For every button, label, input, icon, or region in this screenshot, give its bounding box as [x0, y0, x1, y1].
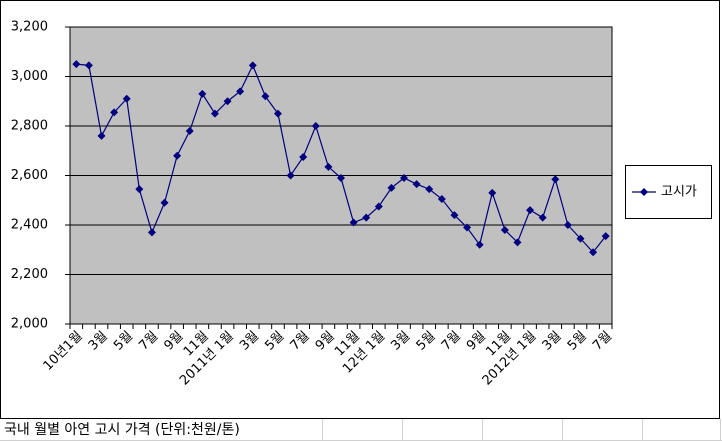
- point: [160, 198, 169, 207]
- point: [400, 173, 409, 182]
- point: [84, 61, 93, 70]
- point: [500, 225, 509, 234]
- point: [97, 131, 106, 140]
- y-tick-label: 3,000: [11, 69, 48, 84]
- point: [198, 89, 207, 98]
- y-tick-label: 2,800: [11, 119, 48, 134]
- point: [311, 122, 320, 130]
- point: [601, 232, 610, 241]
- point: [110, 108, 119, 117]
- y-tick-label: 2,000: [11, 317, 48, 332]
- point: [425, 185, 434, 194]
- point: [362, 213, 371, 222]
- caption: 국내 월별 아연 고시 가격 (단위:천원/톤): [4, 422, 240, 438]
- plot-border: [69, 26, 613, 325]
- y-tick-label: 3,200: [11, 20, 48, 35]
- point: [236, 87, 245, 96]
- point: [513, 238, 522, 247]
- y-tick-label: 2,600: [11, 168, 48, 183]
- point: [387, 183, 396, 192]
- point: [450, 211, 459, 220]
- legend-label: 고시가: [661, 185, 697, 200]
- point: [223, 97, 232, 106]
- point: [412, 180, 421, 189]
- point: [589, 248, 598, 257]
- point: [475, 240, 484, 249]
- point: [299, 152, 308, 161]
- point: [122, 94, 131, 103]
- point: [576, 234, 585, 243]
- point: [210, 109, 219, 118]
- point: [324, 162, 333, 171]
- point: [135, 185, 144, 194]
- y-tick-label: 2,200: [11, 267, 48, 282]
- point: [286, 171, 295, 180]
- point: [185, 126, 194, 135]
- point: [488, 188, 497, 197]
- point: [248, 61, 257, 70]
- point: [147, 228, 156, 237]
- legend-marker: [640, 188, 648, 196]
- point: [72, 60, 81, 69]
- point: [349, 218, 358, 227]
- point: [551, 175, 560, 184]
- point: [337, 173, 345, 182]
- point: [563, 221, 572, 229]
- point: [526, 206, 535, 215]
- point: [261, 92, 270, 101]
- point: [374, 202, 383, 211]
- point: [463, 223, 472, 232]
- point: [173, 151, 182, 160]
- y-tick-label: 2,400: [11, 218, 48, 233]
- point: [273, 109, 282, 118]
- point: [437, 195, 446, 204]
- point: [538, 213, 547, 222]
